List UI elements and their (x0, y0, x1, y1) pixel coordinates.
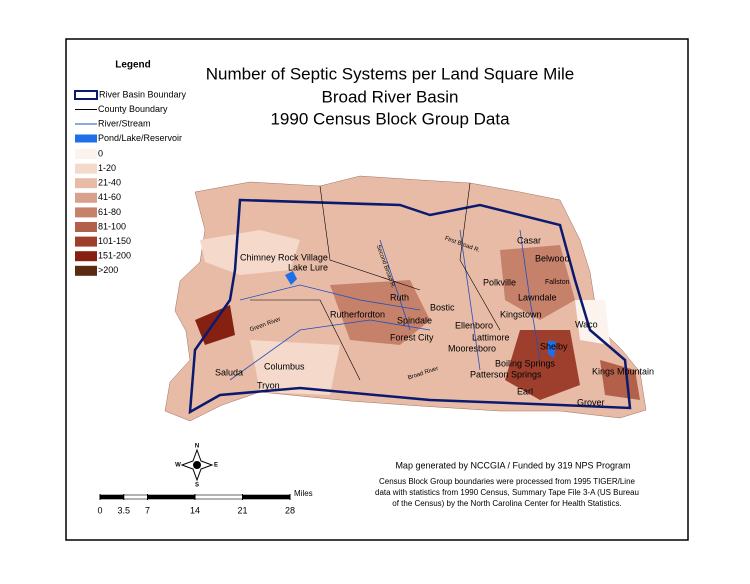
legend-label: 101-150 (98, 236, 131, 246)
legend-swatch (75, 222, 97, 232)
compass-letter: S (195, 483, 199, 489)
town-label: Kingstown (500, 309, 542, 319)
compass-letter: W (175, 463, 181, 469)
town-label: Saluda (215, 367, 243, 377)
town-label: Lake Lure (288, 262, 328, 272)
legend-label: River/Stream (98, 118, 151, 128)
legend-label: 81-100 (98, 221, 126, 231)
credit-note: data with statistics from 1990 Census, S… (375, 488, 639, 497)
scale-segment (194, 494, 243, 500)
legend-swatch (75, 134, 97, 143)
compass-letter: E (214, 463, 218, 469)
town-label: Spindale (397, 315, 432, 325)
town-label: Chimney Rock Village (240, 252, 328, 262)
legend-label: River Basin Boundary (99, 89, 187, 99)
county-boundaries (250, 182, 501, 381)
legend-label: 41-60 (98, 192, 121, 202)
legend-label: 21-40 (98, 178, 121, 188)
compass-rose (180, 448, 214, 482)
region (200, 230, 300, 275)
basin-map (164, 175, 647, 422)
town-label: Forest City (390, 332, 434, 342)
legend-swatch (75, 265, 97, 276)
credit-note: of the Census) by the North Carolina Cen… (392, 499, 621, 508)
scale-unit: Miles (294, 489, 313, 498)
town-label: Patterson Springs (470, 369, 542, 379)
credit-note: Census Block Group boundaries were proce… (379, 477, 636, 486)
legend-label: 151-200 (98, 251, 131, 261)
town-label: Ruth (390, 292, 409, 302)
scale-segment (123, 494, 148, 500)
scale-label: 3.5 (117, 505, 130, 515)
region (500, 245, 575, 320)
town-label: Earl (517, 386, 533, 396)
town-label: Columbus (264, 361, 305, 371)
legend-label: Pond/Lake/Reservoir (98, 133, 182, 143)
map-title: Broad River Basin (321, 87, 458, 106)
legend-swatch (75, 236, 97, 247)
town-label: Bostic (430, 302, 455, 312)
compass-center (193, 461, 201, 469)
legend-swatch (75, 251, 97, 262)
scale-label: 28 (285, 505, 295, 515)
legend-swatch (75, 163, 97, 174)
region (330, 280, 430, 345)
scale-segment (242, 494, 291, 500)
town-label: Mooresboro (448, 343, 496, 353)
rivers (229, 229, 541, 381)
town-label: Polkville (483, 277, 516, 287)
legend-swatch (74, 90, 98, 100)
region (505, 330, 580, 400)
town-label: Kings Mountain (592, 366, 654, 376)
town-label: Casar (517, 235, 541, 245)
legend-label: 0 (98, 148, 103, 158)
basin-boundary (188, 198, 632, 415)
town-label: Boiling Springs (495, 358, 556, 368)
legend-label: County Boundary (98, 104, 168, 114)
legend-label: 1-20 (98, 163, 116, 173)
frame (65, 38, 689, 541)
legend-swatch (75, 149, 97, 159)
town-label: Ellenboro (455, 320, 493, 330)
region (600, 360, 640, 400)
town-label: Shelby (540, 341, 568, 351)
map-title: Number of Septic Systems per Land Square… (206, 64, 575, 83)
town-label: Waco (575, 319, 598, 329)
legend-title: Legend (115, 60, 151, 71)
town-label: Lattimore (472, 332, 510, 342)
scale-label: 0 (97, 505, 102, 515)
town-label: Belwood (535, 253, 570, 263)
credit-line: Map generated by NCCGIA / Funded by 319 … (395, 460, 630, 470)
town-label: Tryon (257, 380, 280, 390)
legend-label: 61-80 (98, 207, 121, 217)
town-label: Fallston (545, 279, 570, 286)
town-label: Grover (577, 397, 605, 407)
scale-segment (99, 494, 125, 500)
scale-label: 7 (145, 505, 150, 515)
legend-swatch (75, 192, 97, 203)
legend-swatch (75, 178, 97, 189)
scale-label: 21 (237, 505, 247, 515)
legend-swatch (75, 207, 97, 218)
map-title: 1990 Census Block Group Data (270, 109, 510, 128)
town-label: Lawndale (518, 292, 557, 302)
scale-segment (147, 494, 196, 500)
compass-letter: N (195, 444, 199, 450)
scale-label: 14 (190, 505, 200, 515)
town-label: Rutherfordton (330, 309, 385, 319)
region (250, 340, 340, 395)
legend-label: >200 (98, 265, 118, 275)
